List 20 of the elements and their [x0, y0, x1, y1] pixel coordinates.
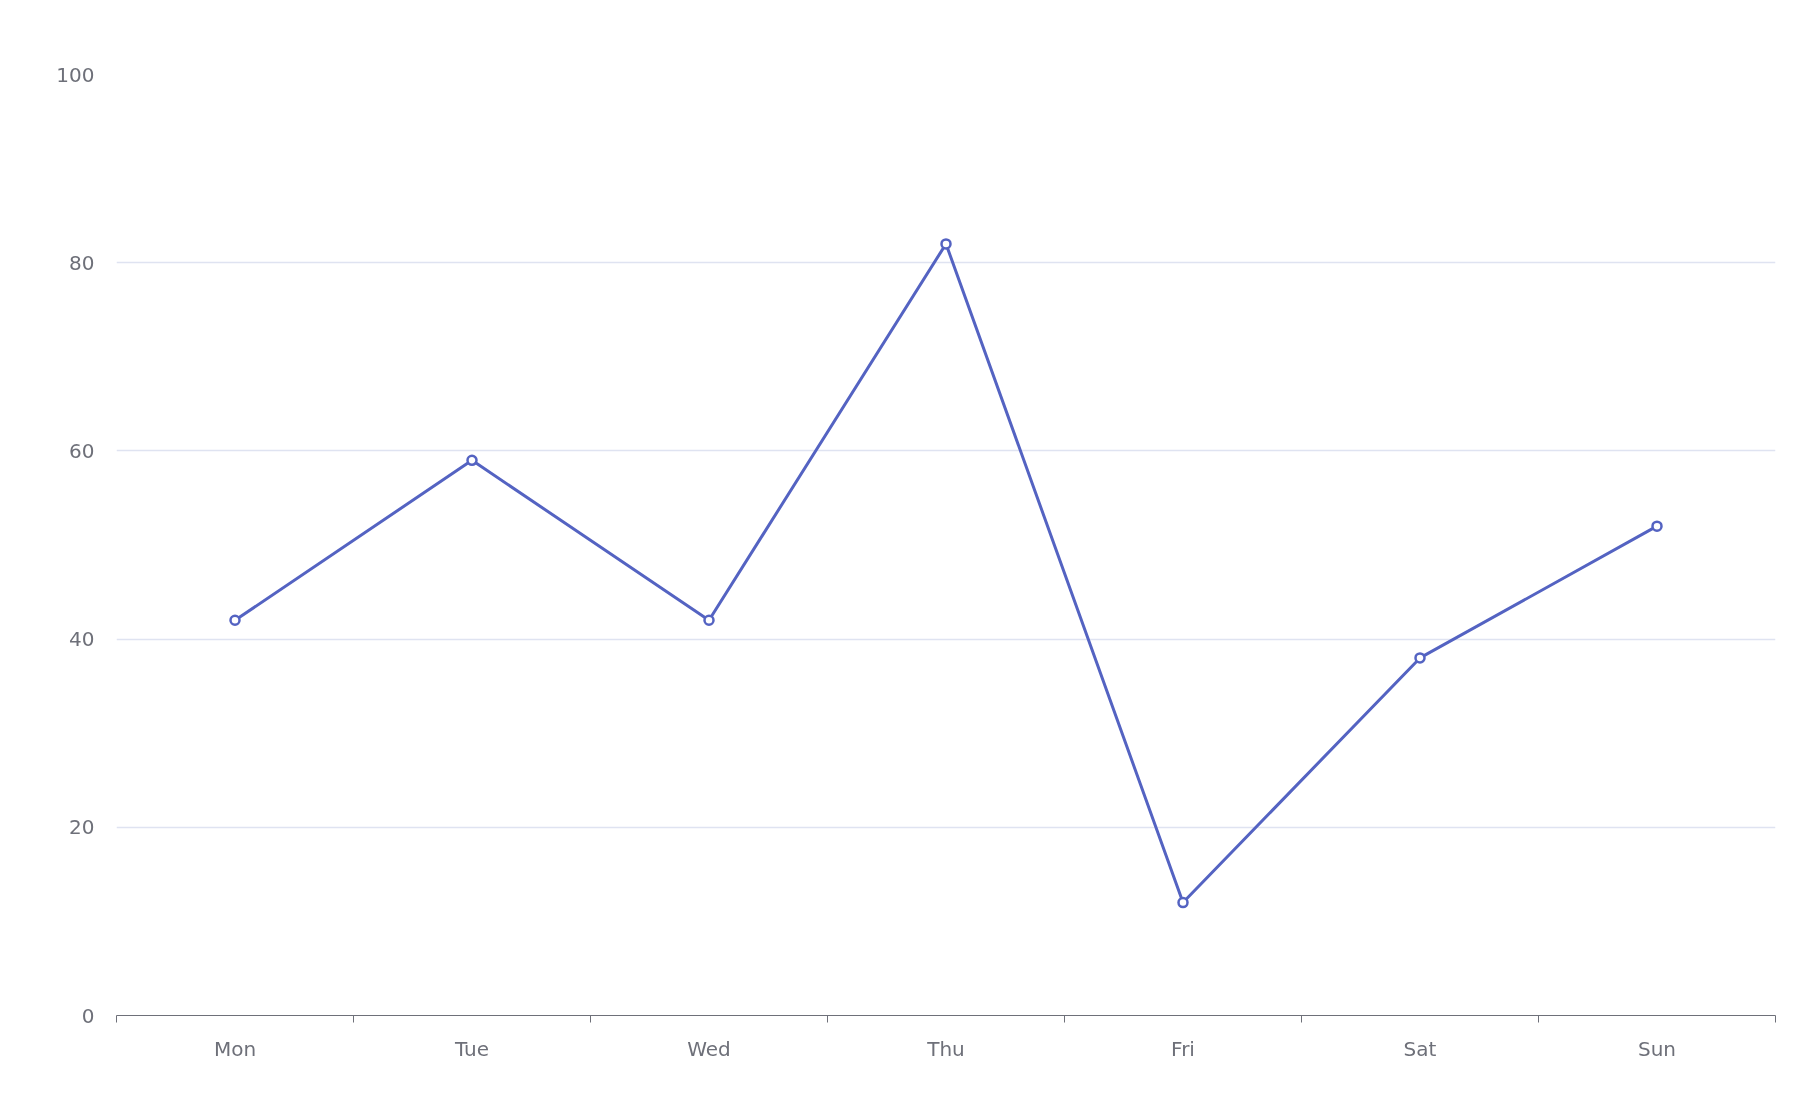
- point: [1177, 896, 1189, 909]
- x-tick-label: Thu: [926, 1036, 965, 1061]
- point: [703, 614, 715, 627]
- y-tick-label: 0: [81, 1003, 95, 1028]
- x-tick-label: Fri: [1171, 1036, 1195, 1061]
- x-tick-label: Mon: [213, 1036, 257, 1061]
- point: [1651, 520, 1663, 532]
- y-tick-label: 60: [69, 438, 95, 463]
- y-tick-label: 40: [69, 627, 95, 652]
- y-tick-label: 100: [56, 62, 95, 87]
- x-tick-label: Wed: [687, 1036, 731, 1061]
- point: [466, 454, 478, 467]
- point: [229, 614, 241, 627]
- x-tick-label: Sat: [1403, 1036, 1437, 1061]
- y-tick-label: 80: [69, 250, 95, 275]
- x-tick-label: Tue: [453, 1036, 490, 1061]
- point: [1414, 652, 1426, 664]
- y-tick-label: 20: [69, 815, 95, 840]
- x-tick-label: Sun: [1637, 1036, 1677, 1061]
- point: [940, 238, 952, 250]
